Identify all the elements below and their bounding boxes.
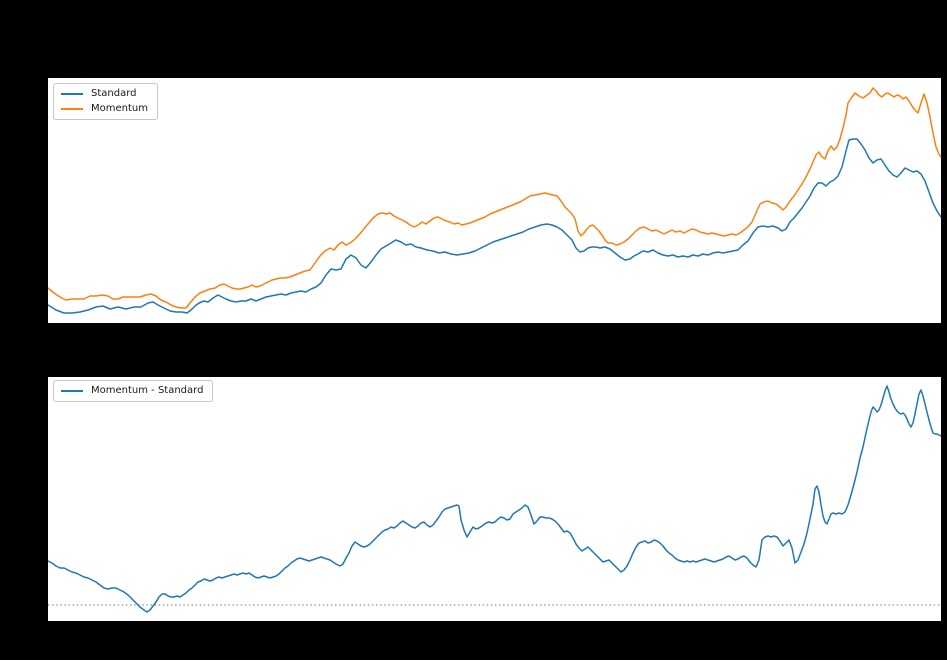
bottom-chart-canvas [48,385,941,613]
top-chart-legend: Standard Momentum [53,83,158,120]
standard-line [48,138,941,314]
legend-label-standard: Standard [91,88,137,99]
momentum-line [48,87,941,309]
top-chart-canvas [48,87,941,314]
legend-label-difference: Momentum - Standard [91,385,204,396]
momentum-standard-line [48,385,941,613]
legend-label-momentum: Momentum [91,103,148,114]
bottom-chart-legend: Momentum - Standard [53,380,214,402]
legend-entry-difference: Momentum - Standard [61,385,203,397]
top-chart-plot-area: Standard Momentum [48,78,941,323]
difference-line-swatch [61,390,83,392]
momentum-line-swatch [61,108,83,110]
legend-entry-standard: Standard [61,88,148,100]
bottom-chart-plot-area: Momentum - Standard [48,377,941,621]
legend-entry-momentum: Momentum [61,103,148,115]
standard-line-swatch [61,93,83,95]
